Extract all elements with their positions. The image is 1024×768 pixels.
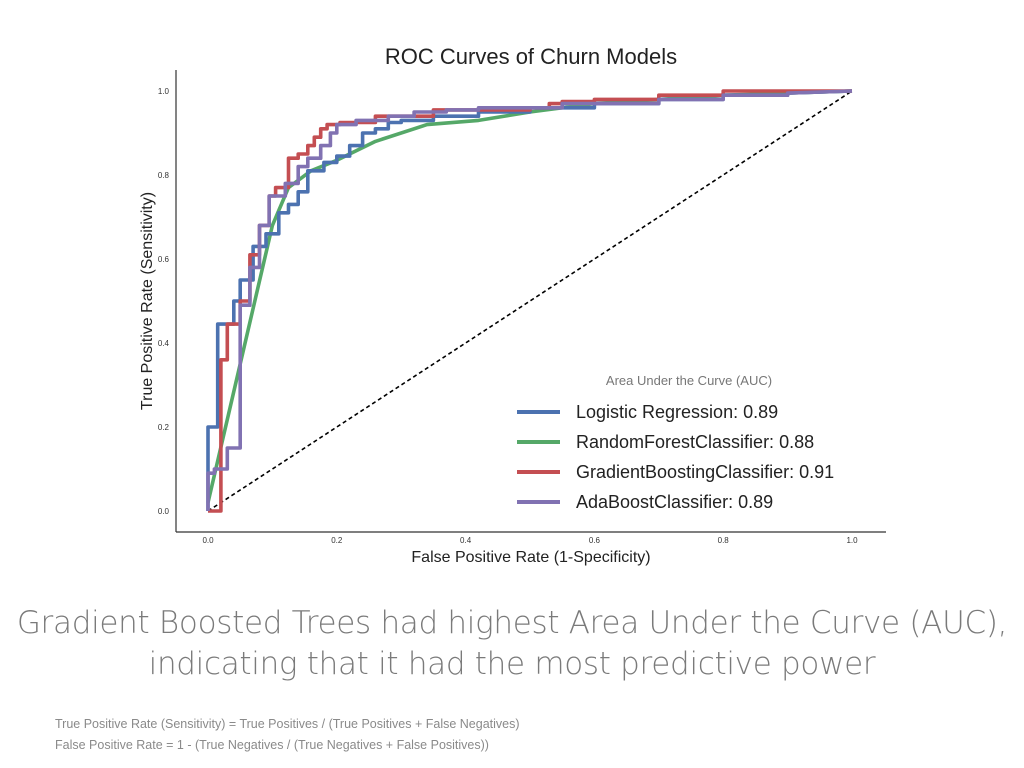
y-tick-label: 0.4 <box>158 339 170 348</box>
legend-entry: Logistic Regression: 0.89 <box>576 402 778 422</box>
x-tick-label: 0.0 <box>202 536 214 545</box>
x-tick-label: 1.0 <box>846 536 858 545</box>
x-tick-label: 0.6 <box>589 536 601 545</box>
roc-chart: ROC Curves of Churn Models 0.0 0.2 0.4 0.6 0… <box>139 44 886 566</box>
x-tick-label: 0.4 <box>460 536 472 545</box>
legend: Area Under the Curve (AUC) Logistic Regr… <box>517 373 834 512</box>
y-axis-label: True Positive Rate (Sensitivity) <box>139 192 156 410</box>
x-tick-label: 0.8 <box>718 536 730 545</box>
fpr-formula: False Positive Rate = 1 - (True Negative… <box>55 738 489 752</box>
roc-curve-logistic-regression <box>206 89 853 511</box>
legend-entry: RandomForestClassifier: 0.88 <box>576 432 814 452</box>
y-tick-label: 0.0 <box>158 507 170 516</box>
y-tick-label: 0.8 <box>158 171 170 180</box>
x-axis-label: False Positive Rate (1-Specificity) <box>411 549 650 566</box>
y-tick-label: 1.0 <box>158 87 170 96</box>
y-tick-label: 0.6 <box>158 255 170 264</box>
caption-line-2: indicating that it had the most predicti… <box>148 646 876 682</box>
chance-diagonal-line <box>207 90 853 512</box>
caption-line-1: Gradient Boosted Trees had highest Area … <box>16 605 1008 641</box>
tpr-formula: True Positive Rate (Sensitivity) = True … <box>55 717 520 731</box>
y-tick-label: 0.2 <box>158 423 170 432</box>
chart-title: ROC Curves of Churn Models <box>385 44 677 69</box>
roc-curve-adaboostclassifier <box>206 89 853 511</box>
legend-entry: GradientBoostingClassifier: 0.91 <box>576 462 834 482</box>
legend-title: Area Under the Curve (AUC) <box>606 373 772 388</box>
legend-entry: AdaBoostClassifier: 0.89 <box>576 492 773 512</box>
x-tick-label: 0.2 <box>331 536 343 545</box>
